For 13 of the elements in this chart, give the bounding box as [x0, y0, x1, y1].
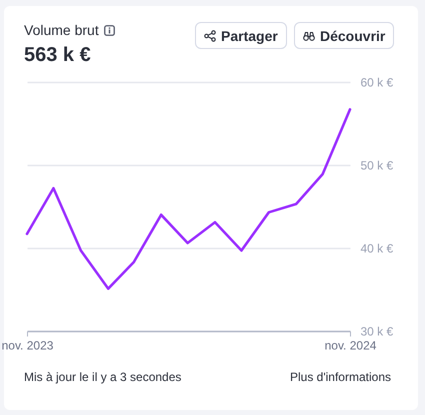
- chart-subtitle: 563 k €: [24, 44, 91, 67]
- text: Découvrir: [320, 28, 386, 44]
- y-tick-label: 60 k €: [360, 76, 394, 90]
- y-tick-label: 30 k €: [360, 324, 394, 338]
- x-tick-label: nov. 2024: [324, 338, 377, 352]
- y-tick-label: 40 k €: [360, 242, 394, 256]
- x-tick-label: nov. 2023: [2, 338, 54, 352]
- chart-title: Volume brut: [24, 22, 99, 38]
- line-series: [26, 108, 352, 290]
- text: Plus d'informations: [290, 370, 391, 384]
- text: Partager: [221, 28, 278, 44]
- text: Mis à jour le il y a 3 secondes: [24, 370, 182, 384]
- y-tick-label: 50 k €: [360, 158, 394, 172]
